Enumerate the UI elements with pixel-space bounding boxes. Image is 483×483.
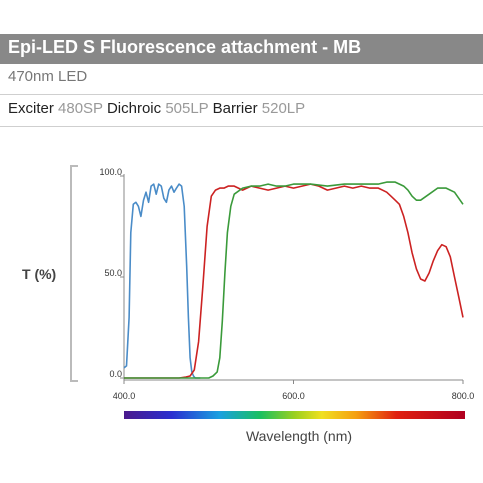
y-tick-label: 100.0	[99, 167, 122, 177]
y-axis-bracket	[70, 165, 78, 382]
exciter-value: 480SP	[58, 100, 103, 117]
title-bar: Epi-LED S Fluorescence attachment - MB	[0, 34, 483, 64]
dichroic-value: 505LP	[165, 100, 209, 117]
page-title: Epi-LED S Fluorescence attachment - MB	[8, 37, 362, 57]
exciter-label: Exciter	[8, 100, 54, 117]
spectrum-bar	[124, 411, 465, 419]
x-tick-label: 800.0	[452, 391, 475, 401]
y-axis-label: T (%)	[22, 266, 57, 282]
series-line-1	[124, 183, 464, 379]
y-tick-label: 50.0	[104, 268, 122, 278]
series-line-0	[123, 183, 201, 379]
divider	[0, 126, 483, 127]
subtitle: 470nm LED	[8, 68, 88, 85]
filter-list: Exciter 480SP Dichroic 505LP Barrier 520…	[8, 100, 305, 117]
divider	[0, 94, 483, 95]
x-tick-label: 600.0	[282, 391, 305, 401]
barrier-label: Barrier	[212, 100, 258, 117]
x-axis-label: Wavelength (nm)	[245, 428, 353, 444]
dichroic-label: Dichroic	[106, 100, 162, 117]
series-line-2	[124, 181, 464, 379]
x-tick-label: 400.0	[113, 391, 136, 401]
barrier-value: 520LP	[261, 100, 306, 117]
y-tick-label: 0.0	[109, 369, 122, 379]
